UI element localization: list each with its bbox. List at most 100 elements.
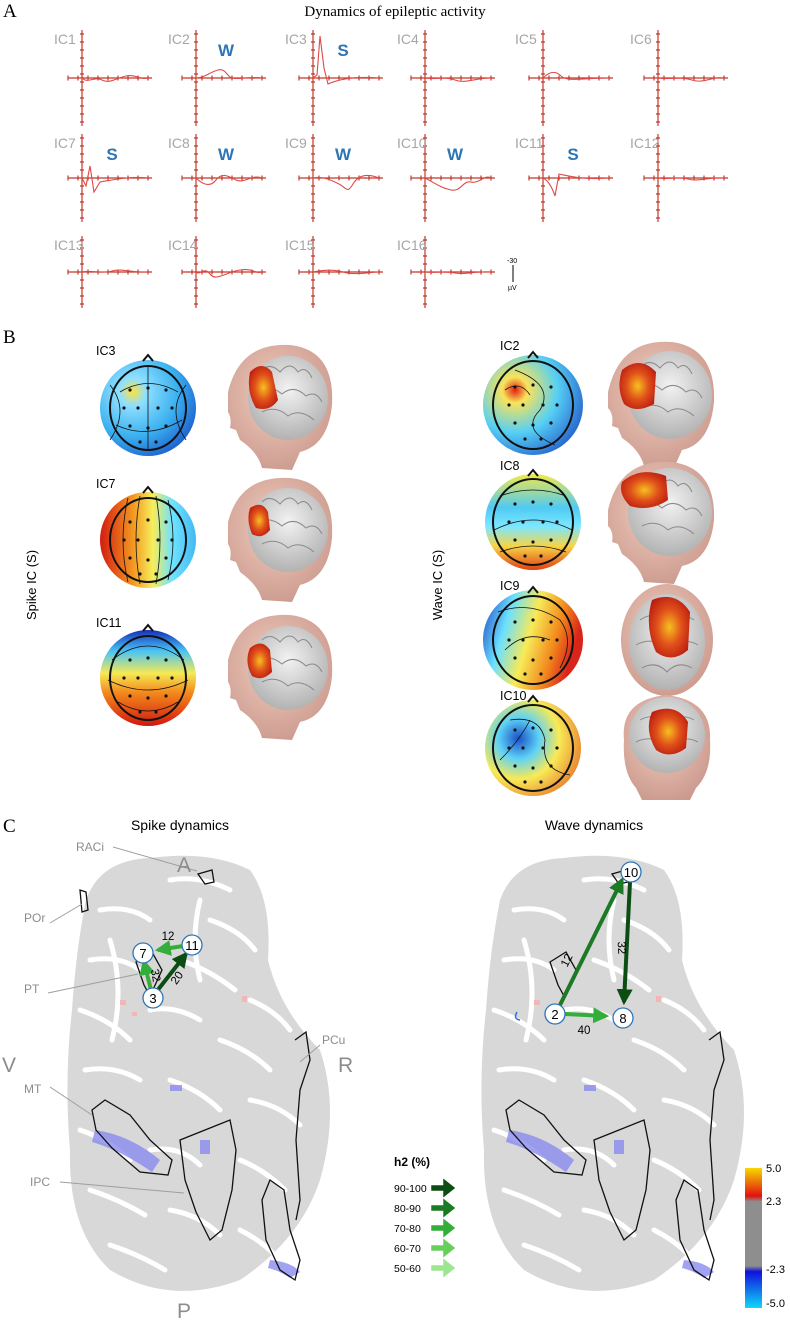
ic-label: IC10 <box>397 135 427 151</box>
h2-legend-arrow <box>431 1218 456 1238</box>
ic-label: IC14 <box>168 237 198 253</box>
ic-trace <box>195 69 263 80</box>
scalp-map-ic2 <box>483 350 583 455</box>
colorbar-label-neg: -2.3 <box>766 1264 785 1276</box>
head-model-ic7 <box>228 477 333 602</box>
ic-plot-ic15: IC15 <box>285 236 383 308</box>
panel-a-title: Dynamics of epileptic activity <box>304 4 486 20</box>
region-label-por: POr <box>24 911 45 925</box>
ic-trace <box>312 35 380 85</box>
h2-legend-row: 70-80 <box>394 1218 456 1238</box>
wave-ic-side-label: Wave IC (S) <box>430 550 445 620</box>
wave-flatmap <box>481 855 744 1291</box>
ic-trace <box>424 271 492 275</box>
orientation-right: R <box>338 1054 353 1077</box>
ic-label: IC1 <box>54 31 76 47</box>
spike-node-11: 11 <box>181 934 203 956</box>
topomap-group-ic2: IC2 <box>483 339 715 468</box>
ic-plot-ic12: IC12 <box>630 134 728 222</box>
scalp-map-ic9 <box>483 585 583 690</box>
wave-edge-label-10-8: 32 <box>615 941 628 954</box>
ic-trace <box>657 177 725 181</box>
spike-edge-label-11-7: 12 <box>162 931 175 943</box>
panel-a-label: A <box>3 1 17 22</box>
h2-legend-title: h2 (%) <box>394 1155 430 1169</box>
voltage-scale-bar: -30 µV <box>507 258 517 292</box>
topomap-label-ic10: IC10 <box>500 689 526 703</box>
ic-label: IC9 <box>285 135 307 151</box>
topomap-label-ic2: IC2 <box>500 339 520 353</box>
spike-node-label-7: 7 <box>139 946 146 961</box>
h2-legend-row: 80-90 <box>394 1198 456 1218</box>
h2-legend-arrow <box>431 1198 456 1218</box>
spike-node-label-3: 3 <box>149 991 156 1006</box>
ic-trace <box>542 173 610 197</box>
ic-plot-ic13: IC13 <box>54 236 152 308</box>
ic-plot-ic14: IC14 <box>168 236 266 308</box>
h2-legend-label: 80-90 <box>394 1203 421 1215</box>
ic-plot-ic7: IC7 S <box>54 134 152 222</box>
wave-node-label-8: 8 <box>619 1011 626 1026</box>
topomap-group-ic7: IC7 <box>96 477 333 602</box>
wave-edge-2-8 <box>564 1007 610 1024</box>
ic-trace <box>195 174 263 186</box>
head-model-ic2 <box>608 341 715 468</box>
ic-label: IC12 <box>630 135 660 151</box>
ic-trace <box>542 71 610 80</box>
colorbar-label-pos: 2.3 <box>766 1196 781 1208</box>
region-label-ipc: IPC <box>30 1175 50 1189</box>
ic-plot-ic10: IC10 W <box>397 134 495 222</box>
spike-network: 12 32 20 7 11 3 <box>132 931 203 1009</box>
spike-edge-11-7 <box>154 940 184 956</box>
ic-trace <box>81 269 149 273</box>
orientation-anterior: A <box>177 854 191 877</box>
region-label-raci: RACi <box>76 840 104 854</box>
head-model-ic3 <box>228 344 333 470</box>
wave-edge-2-10 <box>558 877 624 1006</box>
h2-legend-label: 90-100 <box>394 1183 427 1195</box>
topomap-label-ic8: IC8 <box>500 459 520 473</box>
head-model-ic11 <box>228 614 333 740</box>
ic-trace <box>312 174 380 190</box>
wave-node-label-2: 2 <box>551 1007 558 1022</box>
topomap-label-ic7: IC7 <box>96 477 116 491</box>
panel-b-label: B <box>3 327 16 348</box>
ic-label: IC6 <box>630 31 652 47</box>
ic-type-tag: W <box>447 145 464 164</box>
ic-type-tag: S <box>337 41 348 60</box>
spike-node-7: 7 <box>132 942 154 964</box>
ic-type-tag: W <box>335 145 352 164</box>
h2-legend-label: 50-60 <box>394 1263 421 1275</box>
topomap-group-ic10: IC10 <box>485 689 711 800</box>
spike-ic-side-label: Spike IC (S) <box>24 550 39 620</box>
ic-trace <box>81 75 149 82</box>
ic-label: IC8 <box>168 135 190 151</box>
ic-axes <box>410 30 495 126</box>
ic-plot-ic2: IC2 W <box>168 30 266 126</box>
ic-plot-ic8: IC8 W <box>168 134 266 222</box>
ic-plot-ic9: IC9 W <box>285 134 383 222</box>
spike-node-3: 3 <box>142 987 164 1009</box>
h2-legend-row: 60-70 <box>394 1238 456 1258</box>
ic-plot-ic11: IC11 S <box>515 134 613 222</box>
wave-node-10: 10 <box>620 861 642 883</box>
ic-trace <box>195 269 263 278</box>
ic-label: IC2 <box>168 31 190 47</box>
spike-edge-label-3-7: 32 <box>148 968 162 983</box>
colorbar-label-min: -5.0 <box>766 1298 785 1310</box>
wave-network: 12 32 40 10 2 8 <box>544 861 642 1037</box>
spike-node-label-11: 11 <box>185 938 199 953</box>
ic-trace <box>312 269 380 275</box>
colorbar-label-max: 5.0 <box>766 1163 781 1175</box>
ic-label: IC4 <box>397 31 419 47</box>
ic-trace <box>424 176 492 191</box>
topomap-label-ic9: IC9 <box>500 579 520 593</box>
head-model-ic10 <box>623 695 711 800</box>
scale-value: -30 <box>507 258 517 265</box>
ic-plot-ic16: IC16 <box>397 236 495 308</box>
ic-plot-ic6: IC6 <box>630 30 728 126</box>
region-label-mt: MT <box>24 1082 42 1096</box>
head-model-ic9 <box>621 584 713 696</box>
